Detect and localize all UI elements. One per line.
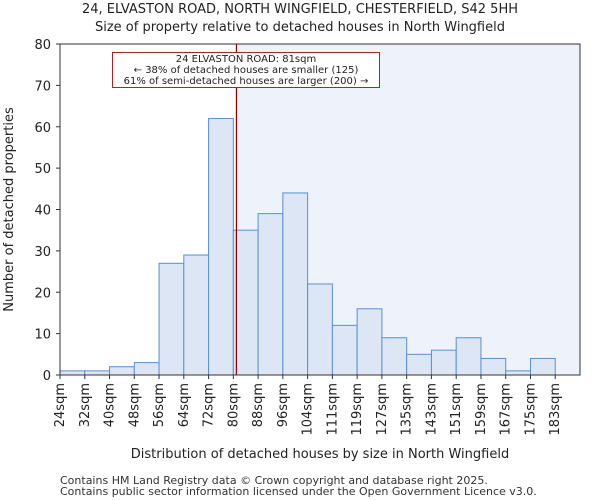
histogram-bar: [257, 213, 284, 376]
annotation-line-3: 61% of semi-detached houses are larger (…: [123, 76, 369, 87]
x-tick-label: 72sqm: [202, 383, 217, 427]
x-tick-label: 48sqm: [127, 383, 142, 427]
footer-copyright: Contains HM Land Registry data © Crown c…: [60, 474, 488, 487]
y-tick-label: 30: [34, 245, 51, 260]
x-tick-label: 167sqm: [499, 383, 514, 436]
histogram-bar: [183, 254, 210, 376]
x-tick-label: 40sqm: [103, 383, 118, 427]
x-tick-label: 135sqm: [400, 383, 415, 436]
y-axis-label: Number of detached properties: [2, 107, 17, 312]
footer-licence: Contains public sector information licen…: [60, 485, 537, 498]
histogram-bar: [356, 308, 383, 376]
annotation-line-1: 24 ELVASTON ROAD: 81sqm: [175, 54, 317, 65]
y-tick-label: 20: [34, 286, 51, 301]
histogram-bar: [406, 353, 432, 376]
y-tick-label: 10: [34, 328, 51, 343]
histogram-bar: [133, 362, 160, 376]
histogram-bar: [331, 324, 358, 376]
x-tick-label: 104sqm: [301, 383, 316, 436]
x-tick-label: 151sqm: [449, 383, 464, 436]
chart-title: 24, ELVASTON ROAD, NORTH WINGFIELD, CHES…: [82, 2, 518, 17]
chart-subtitle: Size of property relative to detached ho…: [94, 20, 505, 35]
x-tick-label: 183sqm: [548, 383, 563, 436]
histogram-bar: [430, 349, 457, 376]
x-tick-label: 24sqm: [53, 383, 68, 427]
y-tick-label: 80: [34, 38, 51, 53]
histogram-bar: [480, 357, 507, 376]
histogram-bar: [59, 370, 86, 376]
histogram-bar: [282, 192, 309, 376]
x-tick-label: 119sqm: [350, 383, 365, 436]
x-tick-label: 143sqm: [424, 383, 439, 436]
property-annotation-box: 24 ELVASTON ROAD: 81sqm ← 38% of detache…: [112, 52, 380, 88]
x-tick-label: 111sqm: [325, 383, 340, 436]
histogram-bar: [208, 117, 234, 376]
x-tick-label: 96sqm: [276, 383, 291, 427]
x-tick-label: 64sqm: [177, 383, 192, 427]
x-tick-label: 127sqm: [375, 383, 390, 436]
x-tick-label: 88sqm: [251, 383, 266, 427]
annotation-line-2: ← 38% of detached houses are smaller (12…: [133, 65, 359, 76]
y-tick-label: 60: [34, 121, 51, 136]
y-tick-label: 50: [34, 162, 51, 177]
histogram-bar: [84, 370, 111, 376]
x-tick-label: 56sqm: [152, 383, 167, 427]
x-tick-label: 159sqm: [474, 383, 489, 436]
histogram-bar: [307, 283, 333, 376]
x-tick-label: 80sqm: [226, 383, 241, 427]
histogram-bar: [109, 366, 135, 376]
histogram-bar: [529, 357, 556, 376]
y-tick-label: 40: [34, 204, 51, 219]
histogram-bar: [381, 337, 408, 376]
histogram-bar: [232, 229, 259, 376]
x-axis-label: Distribution of detached houses by size …: [131, 447, 509, 462]
histogram-bar: [158, 262, 185, 376]
y-tick-label: 0: [43, 369, 51, 384]
histogram-bar: [455, 337, 482, 376]
histogram-bar: [505, 370, 531, 376]
x-tick-label: 175sqm: [523, 383, 538, 436]
x-tick-label: 32sqm: [78, 383, 93, 427]
y-tick-label: 70: [34, 79, 51, 94]
